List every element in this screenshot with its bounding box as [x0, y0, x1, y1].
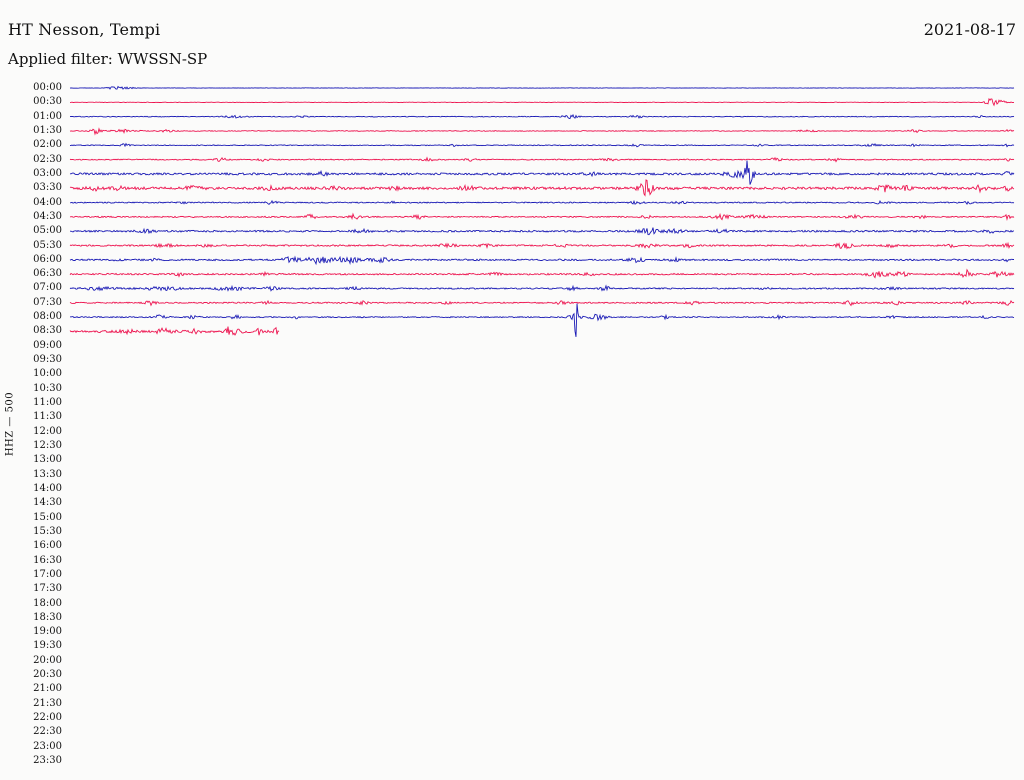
time-label: 16:00 — [33, 540, 62, 552]
time-label: 02:30 — [33, 153, 62, 165]
time-label: 13:00 — [33, 454, 62, 466]
seismogram-trace-row — [69, 212, 1015, 221]
time-label: 23:30 — [33, 755, 62, 767]
time-label: 06:00 — [33, 253, 62, 265]
seismogram-trace-row — [69, 156, 1015, 163]
time-label: 11:00 — [33, 397, 62, 409]
time-label: 07:00 — [33, 282, 62, 294]
time-label: 00:00 — [33, 82, 62, 93]
seismogram-trace-row — [69, 127, 1015, 136]
time-label: 15:00 — [33, 511, 62, 523]
time-label: 20:30 — [33, 669, 62, 681]
time-label: 15:30 — [33, 525, 62, 537]
time-label: 03:30 — [33, 182, 62, 194]
time-label: 04:00 — [33, 196, 62, 208]
seismogram-trace-row — [69, 255, 1014, 266]
time-label: 22:30 — [33, 726, 62, 738]
time-label: 01:30 — [33, 124, 62, 136]
seismogram-trace-row — [69, 142, 1015, 148]
time-label: 00:30 — [33, 96, 62, 108]
time-label: 09:00 — [33, 339, 62, 351]
time-label: 12:00 — [33, 425, 62, 437]
time-label: 18:30 — [33, 611, 62, 623]
time-label: 08:30 — [33, 325, 62, 337]
seismogram-trace-row — [69, 113, 1015, 120]
time-label: 16:30 — [33, 554, 62, 566]
time-label: 14:30 — [33, 497, 62, 509]
seismogram-trace-row — [70, 227, 1015, 236]
report-date: 2021-08-17 — [923, 20, 1016, 39]
time-label: 09:30 — [33, 354, 62, 366]
time-label: 10:00 — [33, 368, 62, 380]
seismogram-trace-row — [69, 326, 280, 336]
seismogram-trace-row — [69, 199, 1015, 206]
time-label: 14:00 — [33, 482, 62, 494]
seismogram-trace-row — [69, 303, 1015, 337]
seismogram-trace-row — [69, 284, 1015, 292]
seismogram-trace-row — [69, 241, 1015, 250]
page-title: HT Nesson, Tempi — [8, 20, 161, 39]
time-label: 19:30 — [33, 640, 62, 652]
time-label: 22:00 — [33, 712, 62, 724]
time-label: 21:30 — [33, 697, 62, 709]
time-label: 13:30 — [33, 468, 62, 480]
time-label: 03:00 — [33, 167, 62, 179]
seismogram-trace-row — [69, 299, 1015, 307]
time-label: 23:00 — [33, 740, 62, 752]
time-label: 17:30 — [33, 583, 62, 595]
time-label: 06:30 — [33, 268, 62, 280]
time-label: 18:00 — [33, 597, 62, 609]
applied-filter-label: Applied filter: WWSSN-SP — [8, 50, 208, 68]
time-label: 19:00 — [33, 626, 62, 638]
time-label: 12:30 — [33, 440, 62, 451]
time-label: 17:00 — [33, 568, 62, 580]
time-label: 05:00 — [33, 225, 62, 237]
time-label: 08:00 — [33, 311, 62, 323]
seismogram-trace-row — [69, 160, 1015, 185]
time-label: 02:00 — [33, 139, 62, 151]
time-label: 01:00 — [33, 110, 62, 122]
seismogram-trace-row — [69, 268, 1015, 279]
time-label: 11:30 — [33, 411, 62, 423]
seismogram-trace-row — [69, 179, 1015, 197]
seismogram-trace-row — [69, 85, 1015, 90]
time-label: 21:00 — [33, 683, 62, 695]
time-label: 07:30 — [33, 296, 62, 308]
time-label: 10:30 — [33, 382, 62, 394]
time-label: 04:30 — [33, 210, 62, 222]
time-label: 05:30 — [33, 239, 62, 251]
time-label: 20:00 — [33, 654, 62, 666]
seismogram-trace-row — [70, 97, 1015, 107]
